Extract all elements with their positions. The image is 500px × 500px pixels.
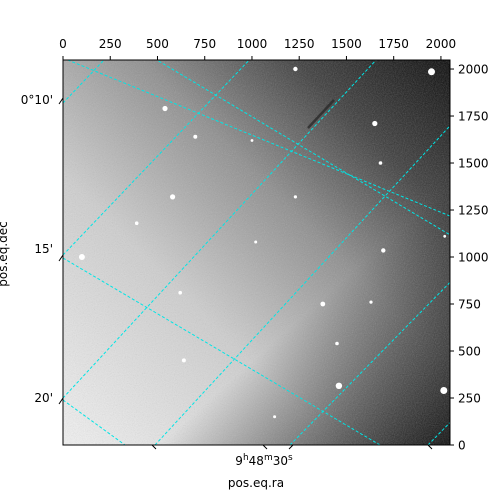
grid-line-6: [427, 421, 450, 445]
y-tick-label-250: 250: [458, 392, 481, 406]
x-tick-label-1500: 1500: [331, 37, 362, 51]
star-11: [254, 240, 258, 244]
plot-area: [63, 60, 450, 445]
star-22: [250, 139, 254, 142]
y-axis-title: pos.eq.dec: [0, 221, 10, 286]
star-1: [428, 68, 435, 76]
left-world-axis: 0°10' 15' 20' pos.eq.dec: [0, 93, 64, 405]
star-12: [78, 254, 85, 260]
y-tick-label-500: 500: [458, 345, 481, 359]
x-tick-label-1000: 1000: [237, 37, 268, 51]
image-noise: [63, 60, 450, 445]
x-tick-label-750: 750: [193, 37, 216, 51]
y-tick-label-750: 750: [458, 298, 481, 312]
y-tick-label-1000: 1000: [458, 251, 489, 265]
star-6: [378, 161, 383, 165]
star-17: [181, 358, 186, 363]
star-15: [369, 300, 373, 304]
top-pixel-axis: 0 250 500 750 1000 1250 1500 1750 2000: [59, 37, 456, 60]
dec-tick-label-3: 20': [34, 391, 53, 405]
stars-layer: [78, 66, 448, 419]
x-tick-label-1250: 1250: [284, 37, 315, 51]
star-2: [293, 66, 298, 72]
star-8: [293, 195, 297, 199]
plot-frame: [62, 59, 451, 446]
star-18: [335, 382, 343, 389]
x-axis-title: pos.eq.ra: [228, 476, 284, 490]
grid-line-9: [155, 60, 450, 236]
grid-line-3: [63, 60, 377, 399]
star-4: [162, 105, 168, 112]
grid-line-4: [154, 125, 450, 445]
ra-tick-label: 9h48m30s: [235, 453, 293, 468]
grid-line-10: [63, 399, 126, 445]
satellite-streak: [307, 99, 335, 129]
star-9: [134, 221, 139, 225]
x-tick-label-1750: 1750: [378, 37, 409, 51]
dec-tick-label-1: 0°10': [21, 93, 53, 107]
y-tick-label-0: 0: [458, 439, 466, 453]
x-tick-label-250: 250: [99, 37, 122, 51]
star-10: [381, 248, 386, 253]
x-tick-label-500: 500: [146, 37, 169, 51]
y-tick-label-1750: 1750: [458, 110, 489, 124]
x-tick-label-2000: 2000: [426, 37, 457, 51]
star-16: [335, 341, 339, 346]
bottom-world-axis: 9h48m30s pos.eq.ra: [151, 444, 433, 490]
star-13: [178, 290, 182, 295]
coordinate-grid: [63, 60, 450, 445]
dec-tick-label-2: 15': [34, 242, 53, 256]
y-tick-label-1500: 1500: [458, 157, 489, 171]
star-5: [193, 134, 198, 139]
y-tick-label-2000: 2000: [458, 63, 489, 77]
star-7: [170, 194, 176, 200]
star-3: [372, 120, 378, 127]
star-14: [320, 301, 326, 307]
y-tick-label-1250: 1250: [458, 204, 489, 218]
right-pixel-axis: 0 250 500 750 1000 1250 1500 1750 2000: [450, 63, 489, 453]
x-tick-label-0: 0: [59, 37, 67, 51]
grid-line-8: [63, 257, 381, 445]
grid-line-5: [289, 281, 450, 445]
grid-line-2: [63, 60, 250, 256]
star-21: [443, 234, 447, 238]
grid-line-7: [66, 60, 450, 217]
star-19: [440, 387, 448, 394]
star-20: [273, 415, 277, 419]
